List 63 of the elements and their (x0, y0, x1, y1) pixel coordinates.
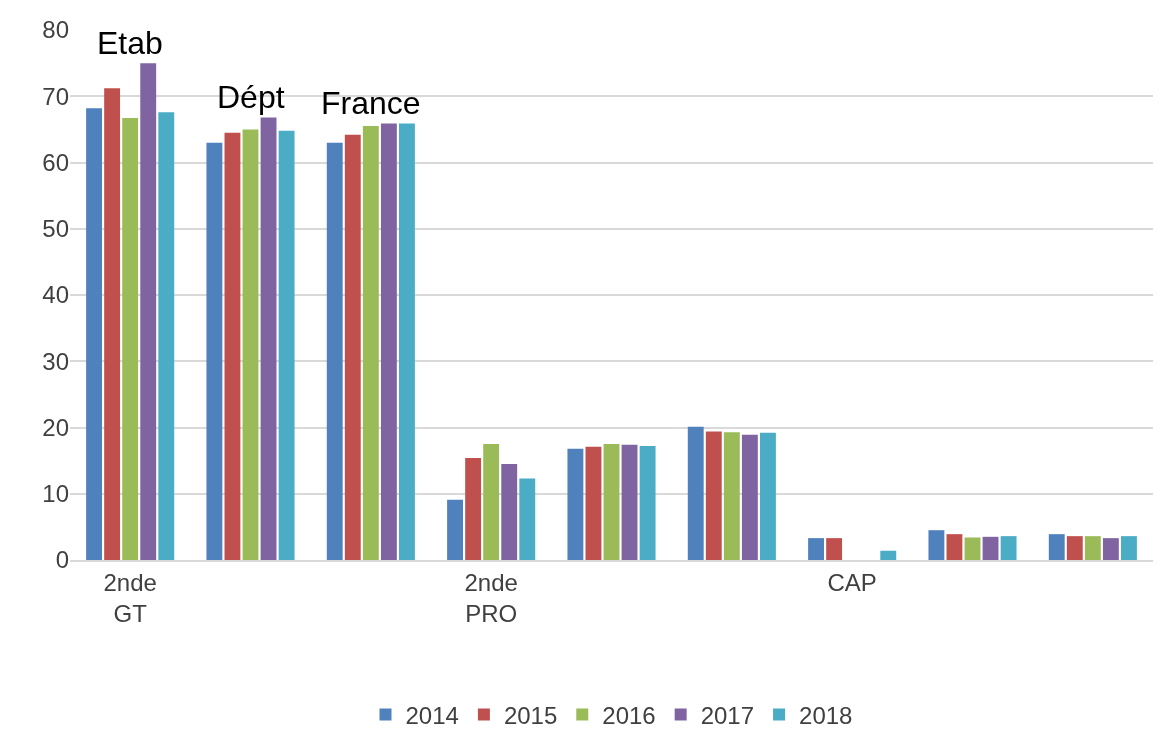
y-tick-label: 0 (55, 546, 69, 574)
bar (362, 126, 379, 560)
bar (880, 550, 897, 560)
annotation: Dépt (217, 79, 285, 115)
bar (140, 63, 157, 560)
bar (380, 123, 397, 560)
bar (1066, 536, 1083, 560)
bar (826, 538, 843, 560)
y-tick-label: 40 (42, 281, 69, 309)
bar (158, 112, 175, 560)
bar (519, 478, 536, 560)
bar (1000, 536, 1017, 560)
legend-label: 2018 (799, 701, 853, 729)
y-tick-label: 10 (42, 480, 69, 508)
bar (447, 499, 464, 560)
bar (639, 446, 656, 560)
bar (946, 534, 963, 560)
annotation: Etab (97, 25, 163, 61)
bar (465, 457, 482, 560)
y-tick-label: 60 (42, 148, 69, 176)
bar (928, 530, 945, 560)
bar (621, 444, 638, 560)
annotation: France (321, 85, 421, 121)
bar (808, 538, 825, 560)
bar (982, 536, 999, 560)
bar (278, 130, 295, 560)
legend-label: 2014 (405, 701, 459, 729)
bar (326, 142, 343, 560)
bar (1120, 536, 1137, 560)
bar (86, 108, 103, 560)
bar (1048, 534, 1065, 560)
y-tick-label: 30 (42, 347, 69, 375)
bar (206, 142, 223, 560)
bar (224, 132, 241, 560)
bar (122, 118, 139, 560)
bar (723, 432, 740, 560)
bar (1084, 536, 1101, 560)
bar (398, 123, 415, 560)
bar (104, 88, 121, 560)
bar (260, 117, 277, 560)
bar (705, 431, 722, 560)
bar (964, 537, 981, 560)
bar (501, 463, 518, 560)
x-tick-label: 2nde PRO (464, 568, 518, 627)
y-tick-label: 20 (42, 413, 69, 441)
x-tick-label: CAP (827, 568, 877, 596)
y-tick-label: 50 (42, 215, 69, 243)
bar (344, 134, 361, 560)
bar (1102, 538, 1119, 560)
legend-label: 2016 (602, 701, 656, 729)
bar (687, 426, 704, 560)
bar (567, 448, 584, 560)
bar (603, 444, 620, 560)
legend-label: 2017 (700, 701, 755, 729)
bar (242, 129, 259, 560)
bar (759, 432, 776, 560)
bar (585, 446, 602, 560)
y-tick-label: 80 (42, 16, 69, 44)
bar (741, 434, 758, 560)
legend-label: 2015 (503, 701, 558, 729)
bar (483, 444, 500, 560)
y-tick-label: 70 (42, 82, 69, 110)
x-tick-label: 2nde GT (103, 568, 157, 627)
